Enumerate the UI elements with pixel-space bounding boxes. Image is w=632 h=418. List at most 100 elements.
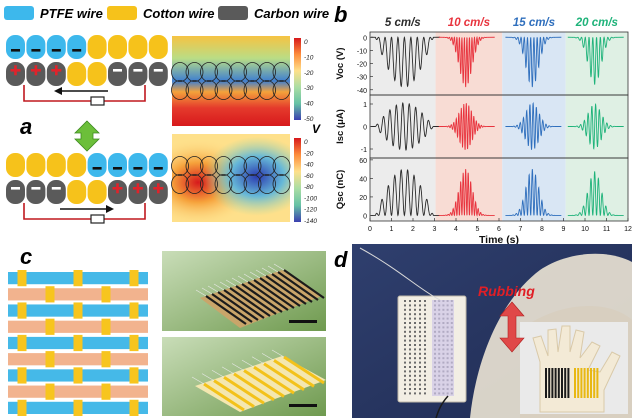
breadboard-hole [409,313,411,316]
material-legend: PTFE wire Cotton wire Carbon wire [4,6,329,21]
carbon-stripe [253,279,295,309]
row-ylabel: Qsc (nC) [335,170,346,210]
current-arrow-icon [106,205,114,213]
carbon-label: Carbon wire [254,6,329,21]
cotton-warp [129,334,139,352]
cotton-warp [45,286,55,303]
breadboard-hole [404,304,406,307]
breadboard [397,295,467,403]
row-tick-label: -10 [357,48,367,55]
breadboard-hole [404,326,406,329]
signal-trace [438,103,495,150]
transition-arrow-icon [74,120,100,152]
fabric-photo-top [162,251,326,331]
cotton-stripe [223,375,265,405]
carbon-stripe [545,368,547,398]
breadboard-hole [424,374,426,377]
cotton-warp [45,318,55,335]
carbon-stripe [561,368,563,398]
fiber-outline [214,62,233,82]
fiber-top [26,153,46,177]
breadboard-hole [414,374,416,377]
fiber-bottom [67,62,87,86]
breadboard-hole [404,392,406,395]
speed-label: 5 cm/s [385,17,421,29]
colorbar-tick-label: -30 [304,85,314,92]
breadboard-hole [419,348,421,351]
row-tick-label: 40 [359,176,367,183]
breadboard-hole [409,366,411,368]
breadboard-hole [424,317,426,320]
colorbar-unit: V [312,122,321,136]
cotton-stripe [213,379,255,408]
breadboard-hole [414,357,416,360]
cotton-weft [8,320,148,333]
lead-wire [231,363,245,371]
breadboard-hole [414,326,416,329]
breadboard-hole [409,308,411,311]
fiber-top [108,35,127,59]
breadboard-hole [424,322,426,324]
plus-sign-icon [55,65,58,76]
current-arrow-icon [54,87,62,95]
minus-sign-icon [133,167,143,170]
lead-wire [255,269,267,277]
breadboard-hole [419,344,421,346]
fiber-bottom [128,62,148,86]
breadboard-hole [414,313,416,316]
breadboard-hole [424,326,426,329]
cotton-warp [101,351,111,368]
fiber-outline [272,80,291,100]
rubbing-label: Rubbing [478,283,535,299]
lead-wire [225,279,237,287]
lead-wire [211,369,225,378]
breadboard-hole [419,313,421,316]
lead-wire [267,265,279,273]
minus-sign-icon [113,69,122,72]
breadboard-hole [409,339,411,342]
signal-trace [371,36,440,88]
minus-sign-icon [31,187,41,190]
cotton-stripe [203,382,245,412]
plus-sign-icon [14,65,17,76]
fiber-outline [258,62,276,82]
cotton-warp [45,351,55,368]
breadboard-hole [414,344,416,346]
minus-sign-icon [113,167,122,170]
breadboard-hole [424,308,426,311]
fiber-outline [185,156,204,176]
lead-wire [261,267,273,275]
breadboard-hole [419,330,421,333]
fiber-outline [185,62,204,82]
breadboard-hole [414,379,416,382]
cotton-stripe [580,368,583,398]
cotton-warp [129,270,139,287]
breadboard-hole [404,335,406,338]
breadboard-hole [419,335,421,338]
fiber-outline [243,62,262,82]
carbon-stripe [283,269,325,299]
cotton-warp [101,383,111,400]
breadboard-hole [419,317,421,320]
breadboard-hole [409,317,411,320]
row-tick-label: -1 [361,147,367,154]
carbon-stripe [235,285,277,315]
colorbar-tick-label: -60 [304,173,314,180]
signal-trace [567,171,624,217]
breadboard-hole [404,300,406,302]
row-tick-label: 1 [363,102,367,109]
signal-trace [567,103,624,150]
fiber-outline [171,174,189,194]
circuit-wire [23,203,146,220]
breadboard-hole [414,322,416,324]
lead-wire [221,366,235,375]
breadboard-hole [424,300,426,302]
row-ylabel: Voc (V) [335,47,346,79]
breadboard-hole [409,335,411,338]
breadboard-hole [414,335,416,338]
breadboard-hole [419,300,421,302]
colorbar-tick-label: -20 [304,70,314,77]
carbon-stripe [557,368,560,398]
speed-label: 15 cm/s [513,17,555,29]
